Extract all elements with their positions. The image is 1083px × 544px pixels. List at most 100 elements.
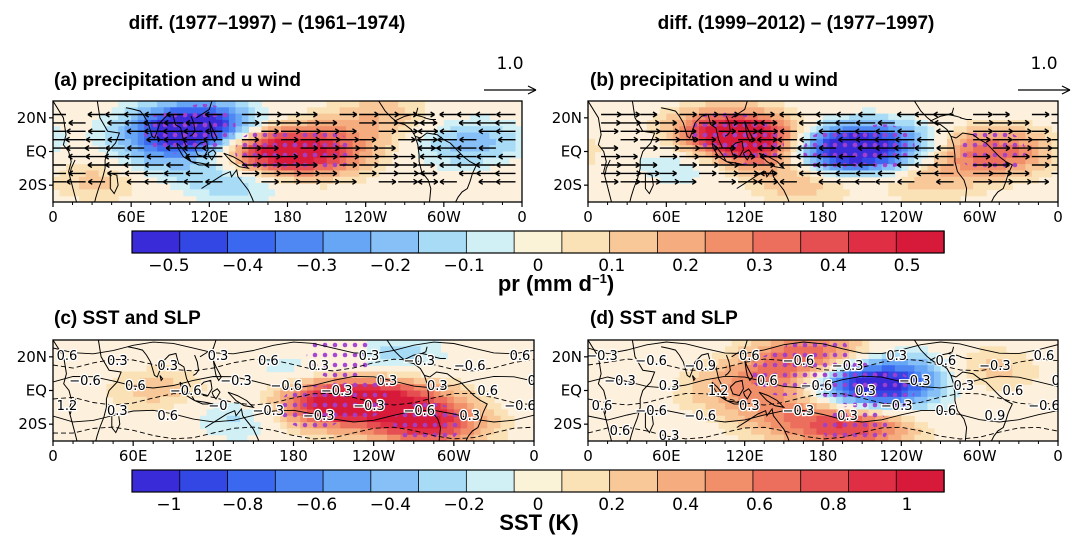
field-cell bbox=[254, 113, 263, 121]
field-cell bbox=[816, 183, 824, 190]
field-cell bbox=[59, 183, 67, 190]
field-cell bbox=[417, 113, 425, 121]
field-cell bbox=[901, 126, 909, 134]
wind-vector bbox=[933, 111, 954, 118]
field-cell bbox=[907, 176, 915, 184]
field-cell bbox=[150, 107, 158, 115]
field-cell bbox=[502, 132, 510, 140]
field-cell bbox=[685, 170, 694, 178]
field-cell bbox=[914, 176, 922, 184]
field-cell bbox=[698, 157, 707, 165]
field-cell bbox=[920, 151, 929, 159]
wind-vector bbox=[601, 170, 621, 177]
slp-contour-label: 0.3 bbox=[837, 409, 858, 424]
wind-vector bbox=[163, 136, 184, 143]
field-cell bbox=[261, 183, 269, 190]
field-cell bbox=[1012, 164, 1020, 172]
field-cell bbox=[947, 377, 955, 385]
field-cell bbox=[72, 164, 80, 172]
field-cell bbox=[111, 138, 119, 146]
field-cell bbox=[146, 365, 154, 373]
field-cell bbox=[126, 371, 134, 379]
field-cell bbox=[933, 183, 942, 190]
field-cell bbox=[413, 340, 422, 347]
coastline bbox=[421, 353, 436, 358]
field-cell bbox=[1031, 170, 1040, 178]
field-cell bbox=[1038, 126, 1046, 134]
field-cell bbox=[443, 157, 451, 165]
slp-contour-label: −0.3 bbox=[899, 374, 931, 389]
field-cell bbox=[166, 365, 174, 373]
field-cell bbox=[757, 428, 765, 436]
field-cell bbox=[352, 164, 360, 172]
field-cell bbox=[507, 422, 515, 429]
field-cell bbox=[150, 157, 158, 165]
field-cell bbox=[770, 396, 778, 404]
field-cell bbox=[473, 396, 482, 404]
field-cell bbox=[131, 164, 139, 172]
field-cell bbox=[999, 176, 1007, 184]
wind-vector bbox=[398, 178, 418, 185]
field-cell bbox=[333, 428, 341, 436]
field-cell bbox=[888, 189, 896, 197]
wind-vector bbox=[202, 153, 223, 160]
field-cell bbox=[111, 195, 119, 202]
field-cell bbox=[809, 396, 818, 404]
field-cell bbox=[502, 138, 510, 146]
slp-contour-label: 0.3 bbox=[308, 359, 329, 374]
field-cell bbox=[790, 119, 798, 127]
field-cell bbox=[150, 164, 158, 172]
field-cell bbox=[420, 377, 428, 385]
field-cell bbox=[790, 428, 798, 436]
field-cell bbox=[920, 352, 929, 360]
field-cell bbox=[131, 101, 139, 108]
field-cell bbox=[751, 358, 759, 366]
field-cell bbox=[266, 390, 275, 398]
field-cell bbox=[744, 101, 752, 108]
field-cell bbox=[183, 183, 191, 190]
wind-vector bbox=[992, 145, 1011, 152]
field-cell bbox=[790, 415, 798, 423]
field-cell bbox=[751, 390, 759, 398]
field-cell bbox=[202, 157, 210, 165]
field-cell bbox=[744, 340, 752, 347]
slp-contour-label: 0.6 bbox=[477, 384, 498, 399]
field-cell bbox=[398, 101, 406, 108]
field-cell bbox=[266, 358, 275, 366]
field-cell bbox=[986, 377, 994, 385]
field-cell bbox=[387, 358, 395, 366]
field-cell bbox=[659, 176, 667, 184]
field-cell bbox=[751, 101, 759, 108]
colorbar-swatch bbox=[274, 469, 324, 493]
field-cell bbox=[420, 346, 428, 354]
field-cell bbox=[433, 390, 442, 398]
wind-vector bbox=[699, 136, 717, 143]
field-cell bbox=[346, 101, 354, 108]
field-cell bbox=[398, 126, 406, 134]
field-cell bbox=[226, 403, 234, 411]
field-cell bbox=[413, 377, 422, 385]
wind-vector bbox=[857, 145, 876, 152]
field-cell bbox=[473, 428, 482, 436]
field-cell bbox=[685, 403, 694, 411]
colorbar-tick-label: 0 bbox=[533, 495, 544, 515]
field-cell bbox=[914, 403, 922, 411]
field-cell bbox=[373, 346, 381, 354]
field-cell bbox=[1038, 138, 1046, 146]
field-cell bbox=[387, 384, 395, 392]
field-cell bbox=[914, 358, 922, 366]
field-cell bbox=[170, 101, 178, 108]
y-tick-label: 20N bbox=[552, 109, 582, 127]
field-cell bbox=[176, 157, 184, 165]
field-cell bbox=[1038, 170, 1046, 178]
field-cell bbox=[365, 101, 373, 108]
field-cell bbox=[862, 113, 870, 121]
field-cell bbox=[907, 126, 915, 134]
field-cell bbox=[443, 132, 451, 140]
field-cell bbox=[698, 358, 707, 366]
wind-vector bbox=[973, 119, 994, 126]
field-cell bbox=[1018, 157, 1026, 165]
field-cell bbox=[705, 157, 713, 165]
wind-vector bbox=[107, 136, 125, 143]
wind-vector bbox=[1031, 136, 1052, 143]
